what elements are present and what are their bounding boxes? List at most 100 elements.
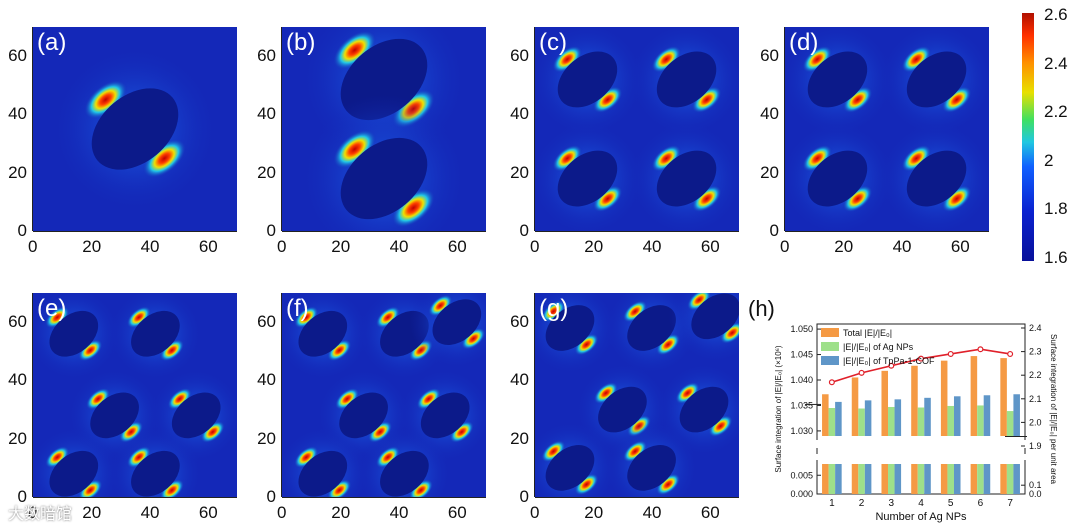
left-tick-label: 1.050 [790, 324, 813, 334]
hotspot [574, 473, 599, 496]
hotspot [655, 333, 681, 356]
y-axis [784, 27, 785, 231]
bar-low-segment [983, 464, 991, 494]
ag-nanoparticle [380, 450, 429, 497]
bar [828, 408, 836, 436]
bar [864, 400, 872, 436]
colorbar-tick-label: 1.8 [1044, 199, 1068, 219]
hotspot [367, 420, 393, 443]
bar-low-segment [1000, 464, 1007, 494]
ag-nanoparticle [906, 150, 967, 207]
y-tick-label: 40 [257, 104, 276, 124]
bar-low-segment [1013, 464, 1020, 494]
bar-low-segment [953, 464, 961, 494]
x-tick-label: 20 [82, 237, 102, 256]
hotspot [327, 339, 352, 362]
x-tick-label: 20 [331, 503, 351, 522]
bar [881, 370, 889, 436]
y-axis [32, 293, 33, 497]
watermark-text: 大数暗馆 [8, 506, 73, 523]
x-axis [282, 497, 486, 498]
x-tick-label: 60 [700, 503, 720, 522]
x-tick-label: 60 [447, 237, 467, 256]
line-point [918, 355, 925, 362]
hotspot [651, 45, 682, 73]
hotspot [416, 387, 441, 410]
hotspot [655, 473, 681, 496]
hotspot [294, 306, 319, 329]
x-tick-label: 0 [530, 237, 540, 256]
y-tick-label: 0 [266, 221, 276, 240]
bar [894, 399, 902, 436]
y-axis [534, 293, 535, 497]
hotspot [126, 306, 152, 329]
y-tick-label: 20 [510, 162, 529, 182]
y-tick-label: 40 [257, 370, 276, 390]
y-tick-label: 60 [8, 312, 27, 332]
x-tick-label: 60 [950, 237, 970, 256]
ag-nanoparticle [627, 305, 676, 351]
x-axis [535, 231, 739, 232]
hotspot [327, 479, 352, 497]
ag-nanoparticle [298, 450, 348, 497]
legend-label: Total |E|/|E₀| [843, 328, 892, 338]
bar-low-segment [851, 464, 859, 494]
hotspot [574, 333, 599, 356]
ag-nanoparticle [340, 137, 428, 220]
hotspot [159, 479, 185, 497]
hotspot [159, 339, 185, 362]
hotspot [592, 86, 623, 114]
ag-nanoparticle [420, 392, 470, 439]
ag-nanoparticle [49, 450, 99, 497]
x-tick-label: 40 [642, 237, 662, 256]
panel-label: (b) [286, 29, 316, 56]
x-tick-label: 40 [892, 237, 912, 256]
bar [851, 377, 859, 436]
x-tick-label: 2 [859, 498, 865, 509]
x-tick-label: 20 [584, 237, 604, 256]
x-tick-label: 40 [642, 503, 662, 522]
x-axis [33, 497, 237, 498]
bar [970, 356, 978, 436]
legend-swatch [821, 328, 839, 337]
left-tick-label: 1.040 [790, 375, 813, 385]
y-tick-label: 0 [17, 221, 27, 240]
y-axis [534, 27, 535, 231]
hotspot [593, 381, 619, 405]
x-tick-label: 7 [1007, 498, 1013, 509]
x-tick-label: 40 [389, 237, 409, 256]
y-tick-label: 20 [257, 162, 276, 182]
panel-label: (a) [37, 29, 67, 56]
heatmap-plot-area: (c) [535, 27, 739, 231]
hotspot [294, 446, 319, 469]
right-tick-label: 0.0 [1029, 489, 1042, 499]
bar-low-segment [881, 464, 889, 494]
x-tick-label: 20 [834, 237, 854, 256]
x-axis [785, 231, 989, 232]
y-tick-label: 40 [8, 370, 27, 390]
hotspot [552, 144, 583, 172]
left-tick-label: 1.045 [790, 350, 813, 360]
ag-nanoparticle [545, 444, 595, 491]
hotspot [708, 415, 733, 438]
bar [835, 401, 842, 436]
axis-break [813, 454, 1029, 460]
hotspot [375, 446, 401, 469]
ag-nanoparticle [807, 150, 868, 207]
line-point [977, 346, 984, 353]
hotspot [78, 479, 103, 497]
y-tick-label: 0 [519, 221, 529, 240]
bar [822, 394, 829, 436]
bar [953, 396, 961, 436]
hotspot [691, 86, 722, 114]
x-tick-label: 60 [198, 237, 218, 256]
y-tick-label: 40 [510, 104, 529, 124]
bar-low-segment [822, 464, 829, 494]
hotspot [45, 446, 70, 469]
right-tick-label: 2.3 [1029, 347, 1042, 357]
ag-nanoparticle [691, 293, 739, 340]
hotspot [622, 300, 648, 323]
bar [940, 360, 948, 436]
bar [983, 395, 991, 436]
bar [1006, 411, 1014, 436]
